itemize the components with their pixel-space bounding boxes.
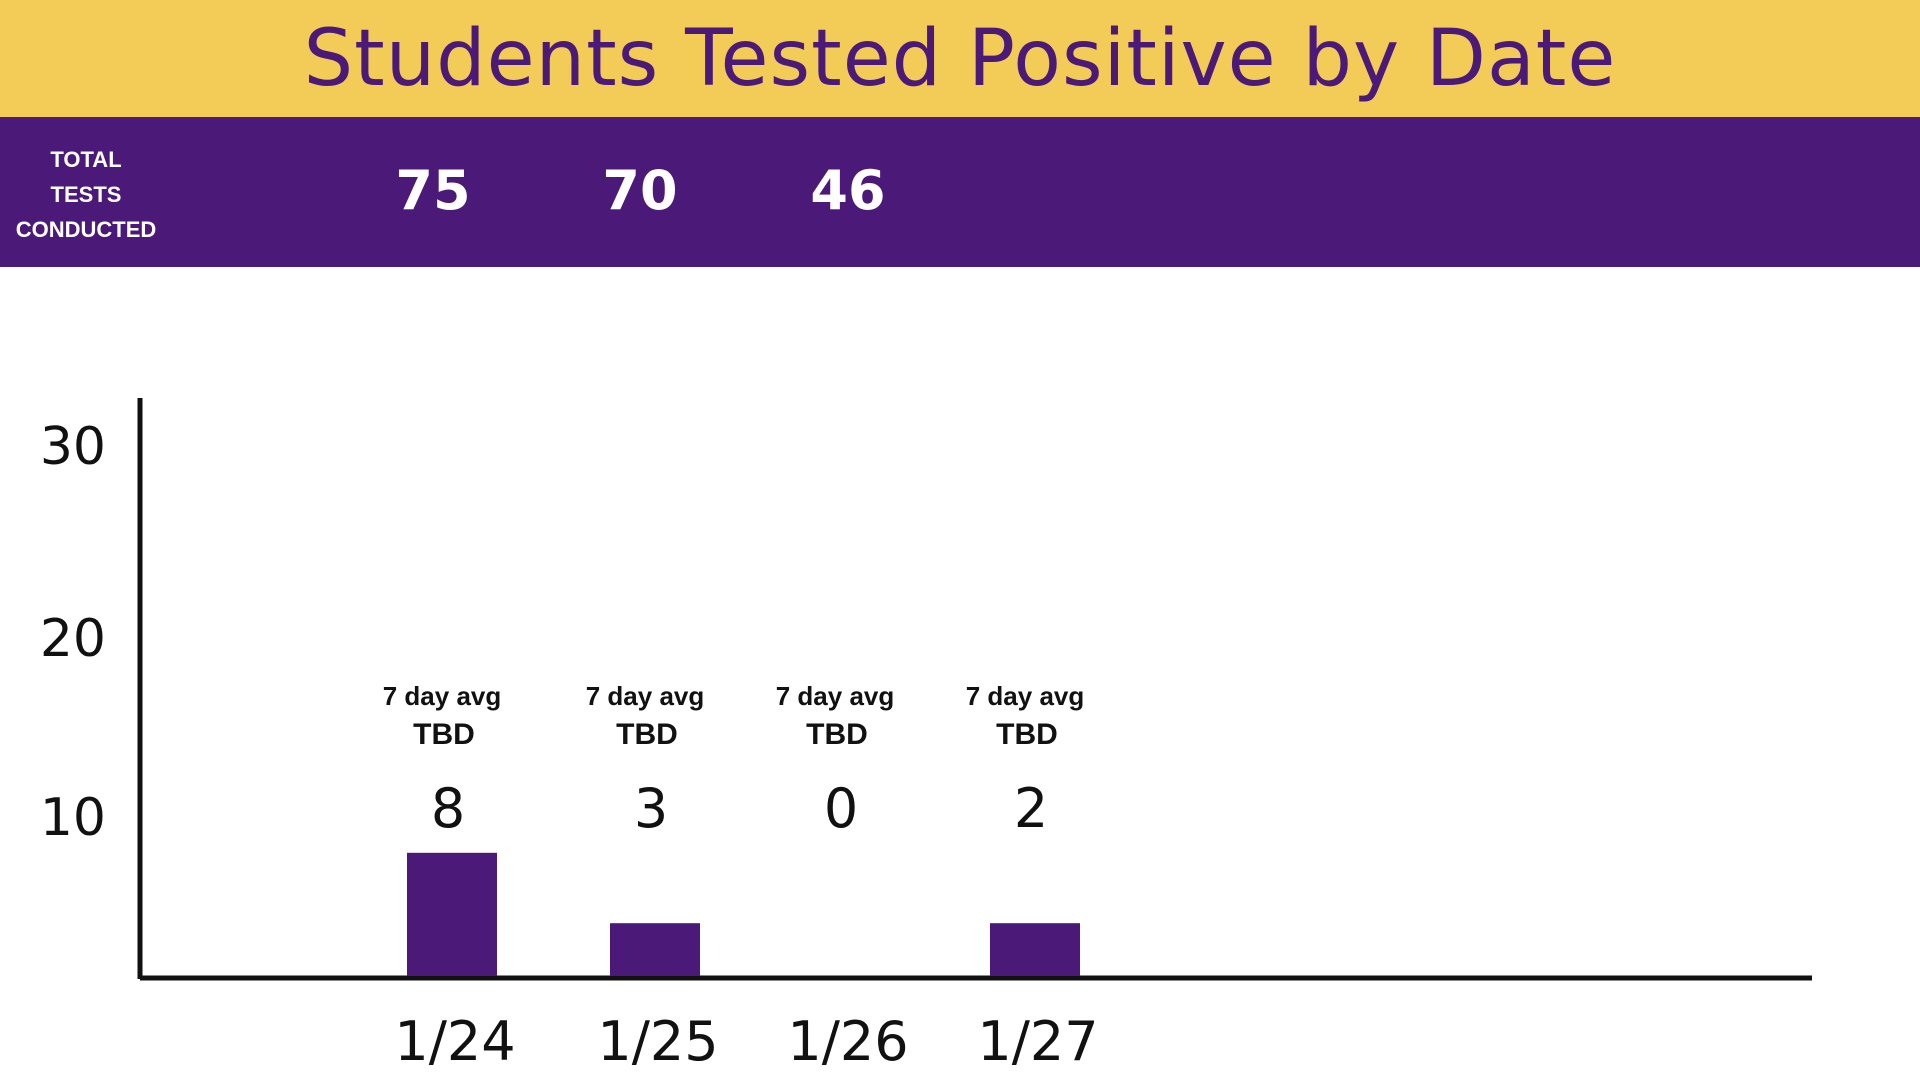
bar-1-24 bbox=[407, 852, 497, 976]
bar-value-label: 2 bbox=[1014, 777, 1048, 840]
x-tick-label: 1/24 bbox=[394, 1010, 515, 1073]
total-tests-value-1: 75 bbox=[395, 159, 471, 222]
annotation-tbd: TBD bbox=[616, 718, 678, 751]
y-tick-label: 10 bbox=[40, 788, 106, 848]
y-tick-label: 20 bbox=[40, 609, 106, 669]
x-tick-label: 1/25 bbox=[597, 1010, 718, 1073]
bar-1-27 bbox=[990, 923, 1080, 976]
total-tests-value-2: 70 bbox=[602, 159, 678, 222]
annotation-7-day-avg: 7 day avg bbox=[383, 681, 502, 711]
bar-value-label: 3 bbox=[634, 777, 668, 840]
annotation-7-day-avg: 7 day avg bbox=[966, 681, 1085, 711]
annotation-7-day-avg: 7 day avg bbox=[776, 681, 895, 711]
y-tick-label: 30 bbox=[40, 417, 106, 477]
bar-value-label: 0 bbox=[824, 777, 858, 840]
total-tests-value-3: 46 bbox=[810, 159, 886, 222]
annotation-tbd: TBD bbox=[996, 718, 1058, 751]
annotation-7-day-avg: 7 day avg bbox=[586, 681, 705, 711]
annotation-tbd: TBD bbox=[806, 718, 868, 751]
chart-title: Students Tested Positive by Date bbox=[303, 13, 1617, 104]
bar-value-label: 8 bbox=[431, 777, 465, 840]
x-tick-label: 1/27 bbox=[977, 1010, 1098, 1073]
annotation-tbd: TBD bbox=[413, 718, 475, 751]
total-tests-label: TOTAL TESTS CONDUCTED bbox=[15, 147, 157, 242]
x-tick-label: 1/26 bbox=[787, 1010, 908, 1073]
title-band: Students Tested Positive by Date bbox=[0, 0, 1920, 117]
bar-1-25 bbox=[610, 923, 700, 976]
total-tests-band: TOTAL TESTS CONDUCTED 75 70 46 bbox=[0, 117, 1920, 267]
